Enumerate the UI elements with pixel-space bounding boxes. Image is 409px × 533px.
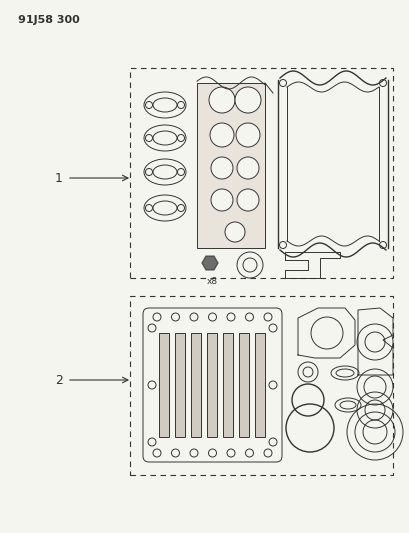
Polygon shape [202, 256, 218, 270]
Circle shape [209, 123, 234, 147]
Bar [191, 333, 201, 437]
Text: 91J58 300: 91J58 300 [18, 15, 80, 25]
Text: x8: x8 [206, 277, 217, 286]
Circle shape [234, 87, 261, 113]
Bar [175, 333, 185, 437]
Circle shape [211, 157, 232, 179]
Bar [159, 333, 169, 437]
Bar [196, 83, 264, 248]
Circle shape [236, 157, 258, 179]
Bar [255, 333, 265, 437]
Circle shape [236, 123, 259, 147]
Circle shape [225, 222, 245, 242]
Bar [239, 333, 249, 437]
Circle shape [209, 87, 234, 113]
Bar [130, 296, 392, 475]
Text: 2: 2 [55, 374, 63, 386]
Bar [223, 333, 233, 437]
Circle shape [211, 189, 232, 211]
Circle shape [236, 189, 258, 211]
Bar [207, 333, 217, 437]
Text: 1: 1 [55, 172, 63, 184]
Bar [130, 68, 392, 278]
